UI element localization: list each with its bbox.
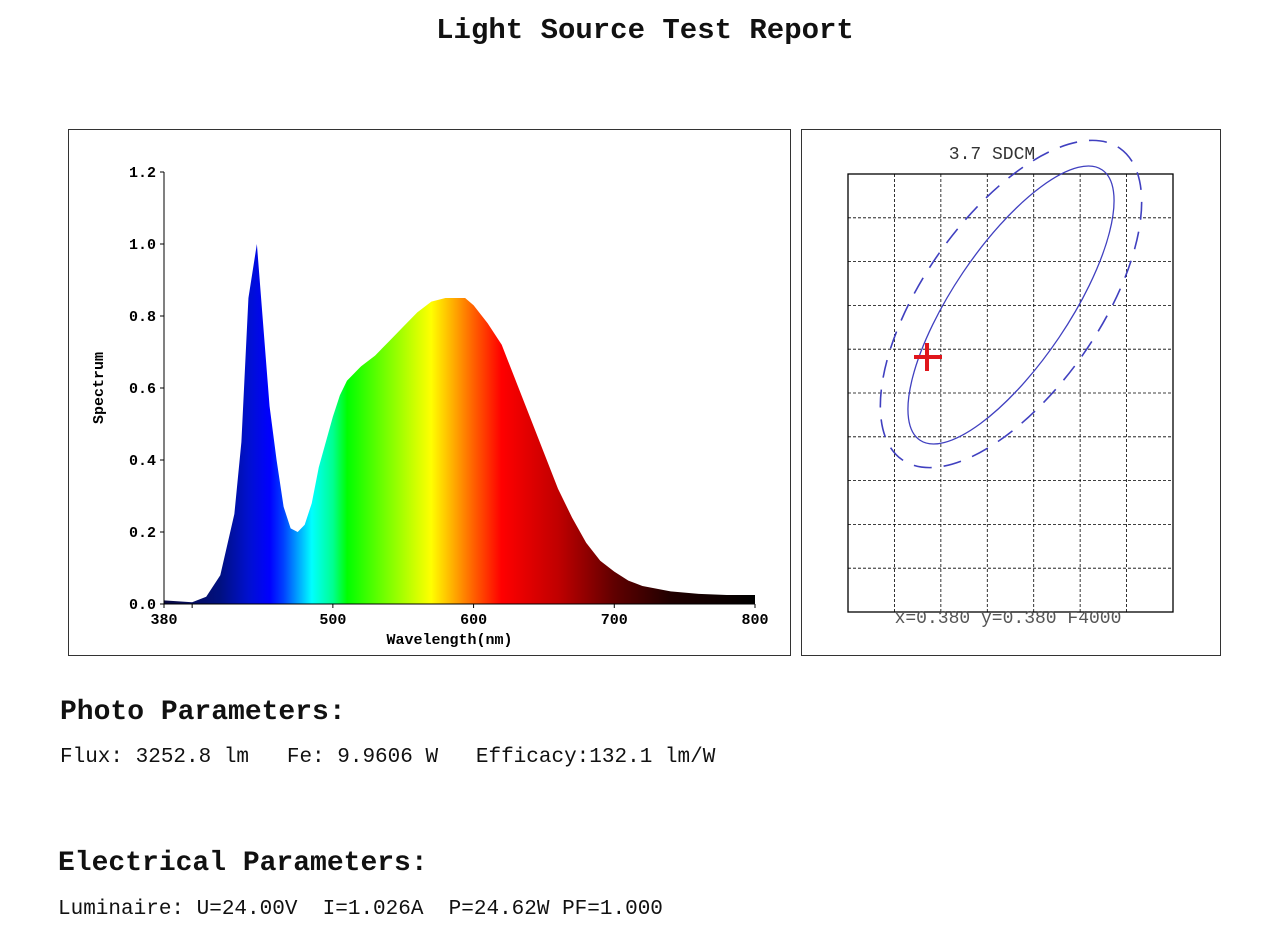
x-tick-label: 500 (319, 612, 346, 629)
sdcm-label: 3.7 SDCM (949, 145, 1035, 165)
spectrum-chart-panel: 0.0 0.2 0.4 0.6 0.8 1.0 1.2 380 500 600 700 800 Wave… (68, 129, 791, 656)
x-tick-label: 600 (460, 612, 487, 629)
sdcm-ellipse (907, 165, 1115, 445)
outer-ellipse-dashed (879, 139, 1143, 469)
y-tick-label: 1.0 (129, 237, 156, 254)
y-axis-label: Spectrum (91, 352, 108, 424)
electrical-parameters-values: Luminaire: U=24.00V I=1.026A P=24.62W PF… (58, 898, 663, 921)
y-tick-label: 0.4 (129, 453, 156, 470)
spectrum-area (164, 244, 755, 604)
x-tick-label: 380 (150, 612, 177, 629)
y-tick-label: 0.2 (129, 525, 156, 542)
spectrum-chart: 0.0 0.2 0.4 0.6 0.8 1.0 1.2 380 500 600 700 800 Wave… (91, 165, 769, 649)
y-tick-label: 0.6 (129, 381, 156, 398)
x-tick-label: 700 (601, 612, 628, 629)
chromaticity-panel: 3.7 SDCM x=0.380 y=0.380 F4000 (801, 129, 1221, 656)
photo-parameters-heading: Photo Parameters: (60, 697, 346, 728)
y-tick-label: 0.0 (129, 597, 156, 614)
y-tick-label: 0.8 (129, 309, 156, 326)
x-tick-label: 800 (741, 612, 768, 629)
chromaticity-coordinates-label: x=0.380 y=0.380 F4000 (895, 609, 1122, 629)
y-tick-label: 1.2 (129, 165, 156, 182)
x-axis-label: Wavelength(nm) (386, 632, 512, 649)
report-title: Light Source Test Report (436, 14, 854, 47)
electrical-parameters-heading: Electrical Parameters: (58, 848, 428, 879)
photo-parameters-values: Flux: 3252.8 lm Fe: 9.9606 W Efficacy:13… (60, 746, 716, 769)
chromaticity-chart: 3.7 SDCM x=0.380 y=0.380 F4000 (847, 139, 1174, 629)
